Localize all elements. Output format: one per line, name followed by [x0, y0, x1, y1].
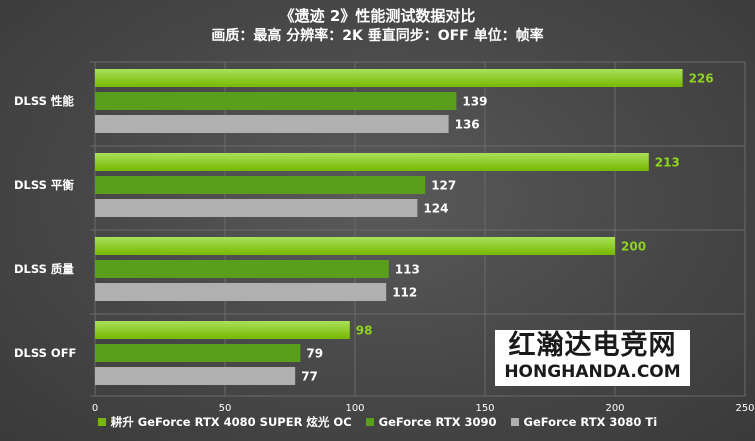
bar	[95, 344, 301, 362]
x-tick-label: 150	[475, 403, 494, 414]
legend-item-series-1: 耕升 GeForce RTX 4080 SUPER 炫光 OC	[97, 414, 352, 430]
bar-value-label: 127	[431, 179, 456, 193]
bar-value-label: 139	[462, 95, 487, 109]
bar	[95, 321, 350, 339]
bar-value-label: 112	[392, 286, 417, 300]
bar	[95, 92, 457, 110]
bar	[95, 69, 683, 87]
legend-label-series-3: GeForce RTX 3080 Ti	[523, 415, 658, 429]
chart-title-block: 《遗迹 2》性能测试数据对比 画质：最高 分辨率：2K 垂直同步：OFF 单位：…	[0, 6, 755, 46]
x-tick-label: 100	[345, 403, 364, 414]
bar-value-label: 77	[301, 370, 318, 384]
x-tick-label: 0	[92, 403, 98, 414]
legend-item-series-3: GeForce RTX 3080 Ti	[510, 414, 658, 430]
chart-legend: 耕升 GeForce RTX 4080 SUPER 炫光 OC GeForce …	[0, 414, 755, 430]
category-label: DLSS 性能	[14, 94, 74, 108]
legend-swatch-series-3	[510, 418, 519, 426]
bar	[95, 176, 426, 194]
bar	[95, 260, 389, 278]
bar	[95, 237, 615, 255]
bar	[95, 199, 418, 217]
bar-value-label: 124	[423, 202, 448, 216]
chart-title: 《遗迹 2》性能测试数据对比	[279, 7, 476, 25]
chart-subtitle: 画质：最高 分辨率：2K 垂直同步：OFF 单位：帧率	[211, 28, 544, 44]
watermark-logo: 红瀚达电竞网 HONGHANDA.COM	[495, 330, 690, 386]
legend-label-series-1: 耕升 GeForce RTX 4080 SUPER 炫光 OC	[110, 415, 352, 429]
legend-item-series-2: GeForce RTX 3090	[365, 414, 497, 430]
bar	[95, 367, 296, 385]
x-tick-label: 50	[219, 403, 232, 414]
watermark-en-text: HONGHANDA.COM	[504, 362, 681, 382]
watermark-cn-text: 红瀚达电竞网	[508, 330, 677, 361]
x-tick-label: 250	[735, 403, 754, 414]
bar-value-label: 213	[655, 156, 680, 170]
bar-value-label: 98	[356, 324, 373, 338]
category-label: DLSS OFF	[14, 346, 76, 360]
legend-label-series-2: GeForce RTX 3090	[378, 415, 497, 429]
bar-value-label: 79	[306, 347, 323, 361]
legend-swatch-series-1	[97, 418, 106, 426]
bar-value-label: 200	[621, 240, 646, 254]
category-label: DLSS 平衡	[14, 178, 74, 192]
bar	[95, 153, 649, 171]
x-tick-label: 200	[605, 403, 624, 414]
category-label: DLSS 质量	[14, 262, 74, 276]
bar-value-label: 113	[395, 263, 420, 277]
bar-value-label: 136	[455, 118, 480, 132]
bar-value-label: 226	[689, 72, 714, 86]
bar	[95, 115, 449, 133]
legend-swatch-series-2	[365, 418, 374, 426]
bar	[95, 283, 387, 301]
